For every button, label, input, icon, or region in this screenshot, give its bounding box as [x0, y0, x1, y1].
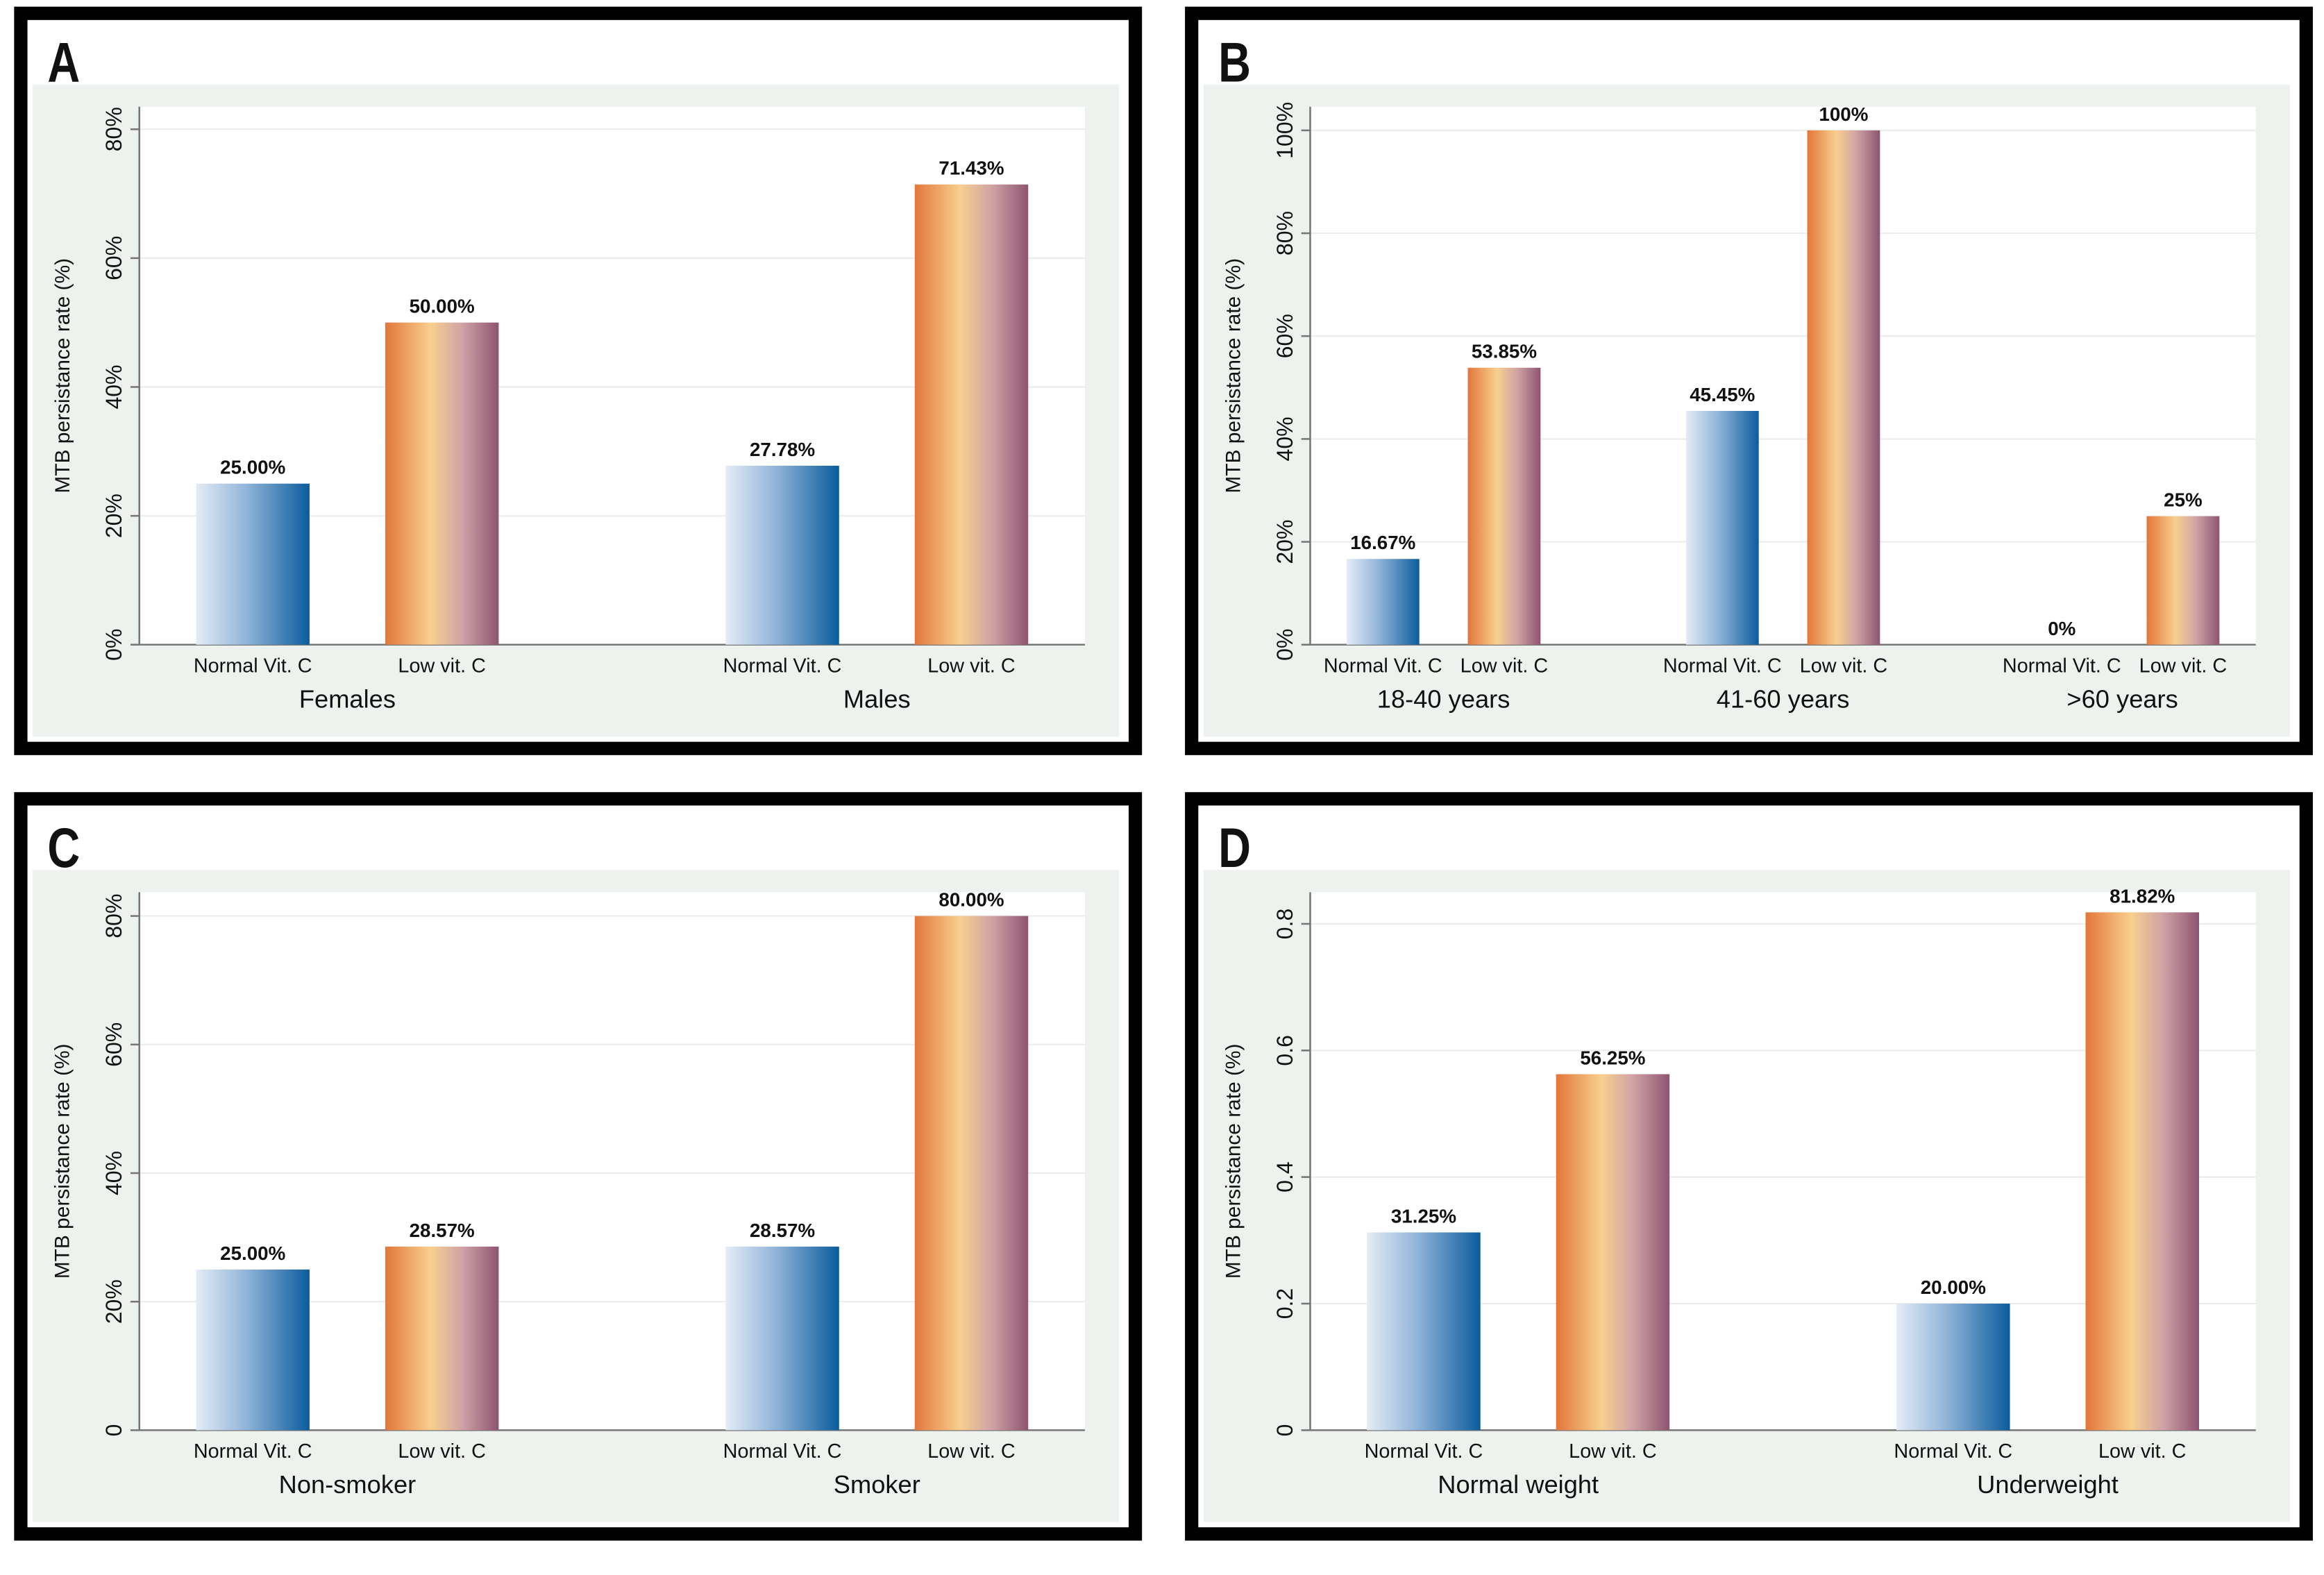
value-label: 80.00% — [938, 889, 1004, 911]
bar — [725, 1246, 839, 1431]
x-tick-label: Normal Vit. C — [1894, 1440, 2012, 1463]
y-tick-label: 40% — [101, 364, 126, 409]
x-tick-label: Low vit. C — [1460, 655, 1549, 677]
value-label: 28.57% — [750, 1220, 815, 1241]
x-tick-label: Normal Vit. C — [1365, 1440, 1483, 1463]
bar — [385, 1246, 499, 1431]
value-label: 81.82% — [2110, 885, 2175, 907]
y-tick-label: 0% — [1272, 629, 1297, 661]
panel: B 0% 20% 40% 60% 80% 100% MTB persistance rate … — [1185, 6, 2313, 755]
x-tick-label: Low vit. C — [1800, 655, 1888, 677]
value-label: 27.78% — [750, 439, 815, 460]
y-tick-label: 60% — [1272, 314, 1297, 358]
y-axis-label: MTB persistance rate (%) — [51, 258, 74, 494]
bar — [1346, 559, 1420, 645]
group-label: Females — [299, 685, 396, 714]
value-label: 100% — [1819, 103, 1868, 125]
y-tick-label: 0.8 — [1272, 909, 1297, 940]
bar — [2146, 516, 2220, 645]
value-label: 20.00% — [1921, 1277, 1986, 1298]
value-label: 16.67% — [1350, 532, 1415, 553]
bar — [196, 483, 310, 645]
y-tick-label: 0.6 — [1272, 1035, 1297, 1066]
group-label: >60 years — [2066, 685, 2178, 714]
x-tick-label: Low vit. C — [927, 655, 1016, 677]
y-tick-label: 20% — [101, 1279, 126, 1324]
panel-letter: D — [1218, 816, 1251, 879]
bar — [1807, 130, 1880, 645]
value-label: 28.57% — [410, 1220, 475, 1241]
x-tick-label: Normal Vit. C — [723, 655, 842, 677]
y-tick-label: 60% — [101, 236, 126, 280]
bar — [1896, 1304, 2010, 1431]
y-tick-label: 40% — [101, 1151, 126, 1195]
y-tick-label: 0.4 — [1272, 1161, 1297, 1193]
bar — [914, 916, 1029, 1431]
plot-area — [1310, 106, 2256, 645]
x-tick-label: Normal Vit. C — [194, 655, 312, 677]
x-tick-label: Low vit. C — [2098, 1440, 2187, 1463]
group-label: Normal weight — [1438, 1470, 1599, 1499]
bar — [1467, 367, 1541, 645]
y-tick-label: 80% — [101, 894, 126, 938]
x-tick-label: Low vit. C — [927, 1440, 1016, 1463]
value-label: 25.00% — [220, 1243, 285, 1264]
bar — [196, 1269, 310, 1431]
panel-letter: A — [47, 31, 80, 94]
y-axis-label: MTB persistance rate (%) — [51, 1044, 74, 1279]
group-label: 18-40 years — [1377, 685, 1510, 714]
group-label: Males — [843, 685, 911, 714]
group-label: Smoker — [834, 1470, 920, 1499]
panel-letter: C — [47, 816, 80, 879]
x-tick-label: Normal Vit. C — [2003, 655, 2121, 677]
y-tick-label: 0% — [101, 629, 126, 661]
value-label: 56.25% — [1580, 1047, 1645, 1068]
y-tick-label: 80% — [101, 107, 126, 151]
x-tick-label: Low vit. C — [1569, 1440, 1657, 1463]
bar — [385, 322, 499, 645]
value-label: 25% — [2164, 489, 2203, 511]
y-axis-label: MTB persistance rate (%) — [1222, 1044, 1245, 1279]
y-tick-label: 100% — [1272, 102, 1297, 159]
y-tick-label: 20% — [1272, 520, 1297, 564]
x-tick-label: Low vit. C — [2139, 655, 2228, 677]
bar — [1367, 1232, 1481, 1431]
value-label: 25.00% — [220, 457, 285, 478]
group-label: Non-smoker — [279, 1470, 416, 1499]
panel-letter: B — [1218, 31, 1251, 94]
y-axis-label: MTB persistance rate (%) — [1222, 258, 1245, 494]
bar — [2085, 912, 2199, 1431]
panel: D 0 0.2 0.4 0.6 0.8 MTB persistance rate (%) 31… — [1185, 792, 2313, 1541]
value-label: 53.85% — [1472, 341, 1537, 362]
bar — [914, 184, 1029, 645]
x-tick-label: Normal Vit. C — [723, 1440, 842, 1463]
value-label: 71.43% — [938, 158, 1004, 179]
y-tick-label: 40% — [1272, 416, 1297, 461]
x-tick-label: Normal Vit. C — [1663, 655, 1782, 677]
x-tick-label: Low vit. C — [398, 655, 486, 677]
y-tick-label: 0 — [1272, 1424, 1297, 1436]
y-tick-label: 20% — [101, 494, 126, 538]
group-label: 41-60 years — [1717, 685, 1850, 714]
bar — [725, 465, 839, 645]
bar — [1556, 1074, 1670, 1431]
x-tick-label: Normal Vit. C — [194, 1440, 312, 1463]
y-tick-label: 0.2 — [1272, 1288, 1297, 1320]
y-tick-label: 60% — [101, 1022, 126, 1067]
panel: A 0% 20% 40% 60% 80% MTB persistance rate (%) 2… — [14, 6, 1143, 755]
value-label: 45.45% — [1690, 384, 1755, 405]
value-label: 0% — [2048, 618, 2075, 639]
bar — [1685, 411, 1759, 645]
value-label: 50.00% — [410, 296, 475, 317]
x-tick-label: Low vit. C — [398, 1440, 486, 1463]
y-tick-label: 0 — [101, 1424, 126, 1436]
value-label: 31.25% — [1391, 1205, 1456, 1227]
x-tick-label: Normal Vit. C — [1324, 655, 1442, 677]
group-label: Underweight — [1977, 1470, 2119, 1499]
y-tick-label: 80% — [1272, 211, 1297, 255]
panel: C 0 20% 40% 60% 80% MTB persistance rate (%) 25… — [14, 792, 1143, 1541]
